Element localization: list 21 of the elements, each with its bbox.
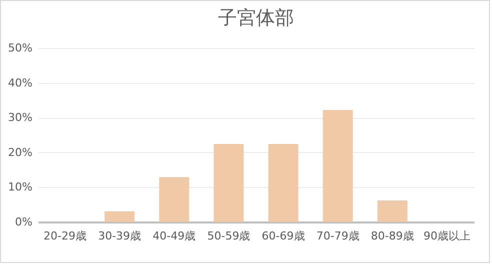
bar	[214, 144, 244, 222]
y-tick-label: 50%	[8, 42, 32, 54]
bar	[104, 211, 135, 222]
x-tick-label: 70-79歳	[316, 230, 360, 242]
y-tick-label: 40%	[8, 76, 32, 90]
x-tick-label: 30-39歳	[98, 230, 142, 242]
bar	[377, 200, 408, 222]
y-tick-label: 0%	[15, 216, 32, 228]
x-tick-label: 20-29歳	[44, 230, 86, 242]
x-tick-label: 40-49歳	[152, 230, 196, 242]
bar	[268, 144, 298, 222]
x-tick-label: 90歳以上	[423, 230, 470, 242]
y-tick-label: 20%	[8, 146, 32, 159]
x-tick-label: 60-69歳	[262, 230, 305, 242]
x-tick-label: 80-89歳	[370, 230, 414, 242]
bar	[322, 110, 353, 222]
y-tick-label: 30%	[8, 111, 32, 124]
chart-title: 子宮体部	[218, 7, 294, 29]
x-tick-label: 50-59歳	[207, 230, 250, 242]
y-tick-label: 10%	[8, 180, 32, 194]
bar	[159, 177, 190, 222]
